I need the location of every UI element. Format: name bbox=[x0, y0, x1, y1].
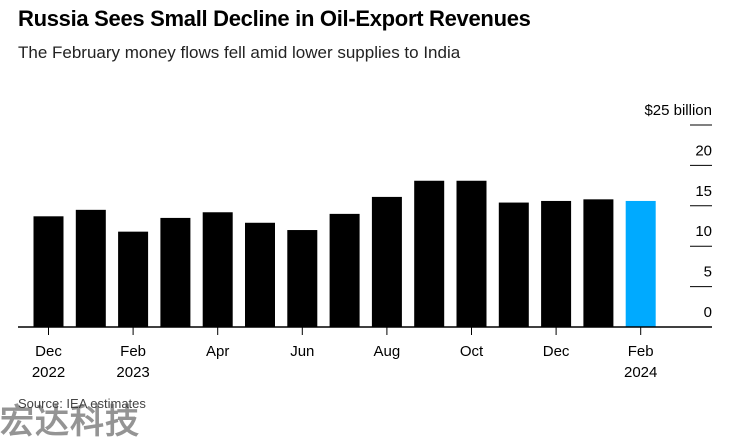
bars bbox=[33, 180, 656, 327]
bar bbox=[456, 180, 487, 327]
x-tick-label: Feb bbox=[120, 343, 146, 360]
source-note: Source: IEA estimates bbox=[18, 396, 146, 411]
x-tick-label: Dec bbox=[35, 343, 62, 360]
x-tick-year-label: 2024 bbox=[624, 364, 657, 381]
bar bbox=[75, 209, 106, 327]
bar bbox=[371, 196, 402, 327]
bar bbox=[33, 216, 64, 327]
bar bbox=[118, 231, 149, 327]
x-tick-label: Feb bbox=[628, 343, 654, 360]
y-gridlines bbox=[690, 124, 712, 288]
bar bbox=[625, 200, 656, 327]
y-tick-label: $25 billion bbox=[644, 102, 712, 119]
x-axis bbox=[18, 326, 712, 335]
x-axis-labels: Dec 2022 Feb 2023 Apr Jun Aug Oct Dec Feb 2024 bbox=[32, 343, 658, 381]
bar bbox=[541, 200, 572, 327]
bar bbox=[160, 217, 191, 327]
bar bbox=[287, 230, 318, 327]
x-tick-year-label: 2023 bbox=[116, 364, 149, 381]
watermark-logo: 宏达科技 bbox=[0, 402, 140, 442]
x-tick-year-label: 2022 bbox=[32, 364, 65, 381]
bar bbox=[202, 212, 233, 327]
bar bbox=[583, 199, 614, 327]
y-tick-label: 15 bbox=[695, 183, 712, 200]
bar bbox=[414, 180, 445, 327]
bar bbox=[245, 222, 275, 327]
x-tick-label: Aug bbox=[374, 343, 401, 360]
chart-title: Russia Sees Small Decline in Oil-Export … bbox=[18, 6, 531, 31]
y-tick-label: 20 bbox=[695, 142, 712, 159]
x-tick-label: Apr bbox=[206, 343, 229, 360]
x-tick-label: Dec bbox=[543, 343, 570, 360]
y-tick-label: 5 bbox=[704, 264, 712, 281]
x-tick-label: Jun bbox=[290, 343, 314, 360]
y-tick-label: 10 bbox=[695, 223, 712, 240]
chart-subtitle: The February money flows fell amid lower… bbox=[18, 43, 461, 62]
x-tick-label: Oct bbox=[460, 343, 484, 360]
y-axis-labels: $25 billion 20 15 10 5 0 bbox=[644, 102, 712, 321]
bar bbox=[498, 202, 529, 327]
y-tick-label: 0 bbox=[704, 304, 712, 321]
bar bbox=[329, 213, 360, 327]
